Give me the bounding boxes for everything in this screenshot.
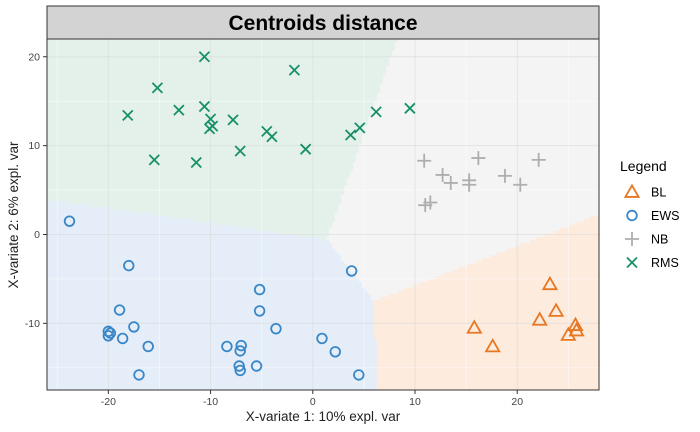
ews-point	[123, 259, 135, 272]
rms-point	[203, 123, 216, 135]
nb-point	[435, 167, 450, 182]
series-nb	[417, 151, 546, 213]
data-points	[63, 51, 585, 381]
x-tick-label: -20	[101, 396, 116, 408]
ews-point	[104, 327, 117, 339]
ews-point	[234, 364, 246, 377]
ews-point	[329, 346, 341, 358]
y-axis-label: X-variate 2: 6% expl. var	[6, 141, 21, 289]
ews-point	[353, 369, 365, 381]
bl-point	[547, 302, 565, 317]
bl-point	[484, 338, 501, 353]
bl-point	[466, 319, 483, 334]
nb-point	[513, 177, 528, 192]
axes: -20 -10 0 10 20 -10 0 10 20	[25, 51, 523, 408]
ews-point	[253, 305, 266, 317]
rms-point	[266, 131, 278, 143]
ews-point	[345, 265, 358, 277]
nb-point	[471, 151, 486, 166]
legend-key-nb	[625, 232, 639, 246]
ews-point	[142, 340, 154, 353]
rms-point	[173, 104, 185, 116]
rms-point	[148, 154, 160, 166]
title-strip	[46, 5, 600, 40]
legend-label-bl: BL	[651, 186, 666, 200]
legend-item-bl: BL	[623, 183, 666, 200]
ews-point	[221, 340, 233, 353]
nb-point	[443, 175, 458, 190]
legend-key-ews	[626, 209, 638, 222]
x-tick-label: 20	[511, 396, 523, 408]
legend-label-nb: NB	[651, 233, 668, 247]
y-tick-label: 0	[34, 229, 40, 241]
series-rms	[122, 51, 416, 169]
ews-point	[270, 322, 282, 335]
region-map	[47, 39, 599, 390]
panel-border	[46, 38, 600, 391]
chart-title: Centroids distance	[228, 12, 417, 35]
ews-point	[235, 339, 247, 352]
ews-point	[316, 332, 328, 345]
rms-point	[198, 51, 211, 63]
bl-point	[567, 316, 584, 331]
ews-point	[128, 321, 140, 333]
legend-label-rms: RMS	[651, 256, 679, 270]
ews-point	[63, 215, 76, 227]
rms-point	[190, 156, 202, 169]
ews-point	[233, 360, 245, 372]
x-tick-label: 10	[409, 396, 421, 408]
rms-point	[204, 113, 217, 125]
bl-point	[568, 322, 585, 337]
ews-point	[250, 360, 263, 372]
x-tick-label: 0	[310, 396, 316, 408]
ews-point	[102, 325, 115, 338]
rms-point	[370, 106, 382, 118]
rms-point	[198, 100, 211, 113]
nb-point	[497, 168, 512, 183]
legend-item-ews: EWS	[626, 209, 679, 223]
ews-point	[234, 345, 246, 357]
legend-item-rms: RMS	[626, 256, 679, 270]
legend-label-ews: EWS	[651, 209, 679, 223]
ews-point	[116, 332, 129, 345]
y-tick-label: -10	[25, 318, 40, 330]
ews-point	[102, 330, 115, 342]
nb-point	[462, 177, 477, 192]
series-ews	[63, 215, 365, 381]
legend-key-rms	[626, 256, 638, 269]
rms-point	[299, 143, 312, 155]
ews-point	[253, 283, 266, 296]
x-tick-label: -10	[203, 396, 218, 408]
rms-point	[288, 64, 301, 76]
rms-point	[404, 102, 416, 114]
rms-point	[234, 145, 246, 157]
bl-point	[541, 275, 559, 291]
legend-key-bl	[623, 183, 641, 198]
y-tick-label: 10	[28, 140, 40, 152]
nb-point	[417, 153, 432, 168]
ews-point	[133, 369, 145, 381]
x-axis-label: X-variate 1: 10% expl. var	[246, 409, 401, 424]
rms-point	[227, 114, 239, 126]
nb-point	[423, 195, 438, 210]
legend: Legend BL EWS NB RMS	[620, 158, 679, 270]
rms-point	[122, 109, 134, 122]
bl-point	[531, 311, 548, 326]
nb-point	[531, 152, 546, 167]
ews-point	[113, 304, 126, 316]
rms-point	[354, 122, 366, 134]
legend-title: Legend	[620, 158, 667, 174]
plot-panel	[46, 38, 600, 391]
grid-lines	[47, 39, 599, 390]
legend-item-nb: NB	[625, 232, 668, 247]
y-tick-label: 20	[28, 51, 40, 63]
rms-point	[151, 82, 164, 94]
series-bl	[466, 275, 585, 353]
prediction-regions	[47, 39, 599, 390]
rms-point	[344, 129, 357, 141]
